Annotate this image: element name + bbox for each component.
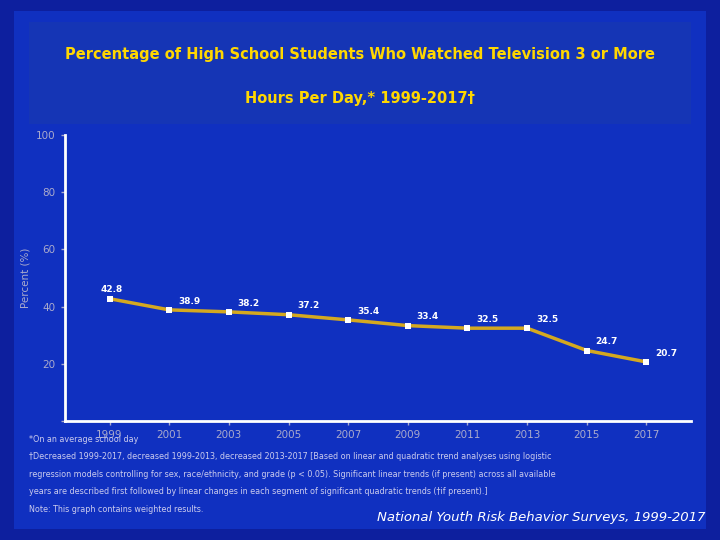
Text: 38.9: 38.9 [178,296,200,306]
Text: National Youth Risk Behavior Surveys, 1999-2017: National Youth Risk Behavior Surveys, 19… [377,511,706,524]
FancyBboxPatch shape [19,20,701,126]
Text: 38.2: 38.2 [238,299,260,308]
Point [402,321,413,330]
Text: 20.7: 20.7 [655,349,678,357]
Point [283,310,294,319]
Point [641,357,652,366]
Text: 32.5: 32.5 [536,315,558,324]
Text: years are described first followed by linear changes in each segment of signific: years are described first followed by li… [29,487,487,496]
Text: 42.8: 42.8 [101,285,123,294]
Point [104,294,115,303]
Point [521,324,533,333]
Point [462,324,473,333]
Y-axis label: Percent (%): Percent (%) [21,248,30,308]
Text: †Decreased 1999-2017, decreased 1999-2013, decreased 2013-2017 [Based on linear : †Decreased 1999-2017, decreased 1999-201… [29,452,552,461]
Point [223,308,235,316]
Point [581,346,593,355]
Text: regression models controlling for sex, race/ethnicity, and grade (p < 0.05). Sig: regression models controlling for sex, r… [29,470,555,478]
Text: 33.4: 33.4 [417,312,439,321]
Text: Percentage of High School Students Who Watched Television 3 or More: Percentage of High School Students Who W… [65,47,655,62]
Point [343,315,354,324]
Point [163,306,175,314]
Text: Note: This graph contains weighted results.: Note: This graph contains weighted resul… [29,504,203,514]
Text: Hours Per Day,* 1999-2017†: Hours Per Day,* 1999-2017† [245,91,475,106]
Text: *On an average school day: *On an average school day [29,435,138,444]
Text: 24.7: 24.7 [595,337,618,346]
Text: 35.4: 35.4 [357,307,379,315]
Text: 37.2: 37.2 [297,301,320,310]
Text: 32.5: 32.5 [477,315,498,324]
